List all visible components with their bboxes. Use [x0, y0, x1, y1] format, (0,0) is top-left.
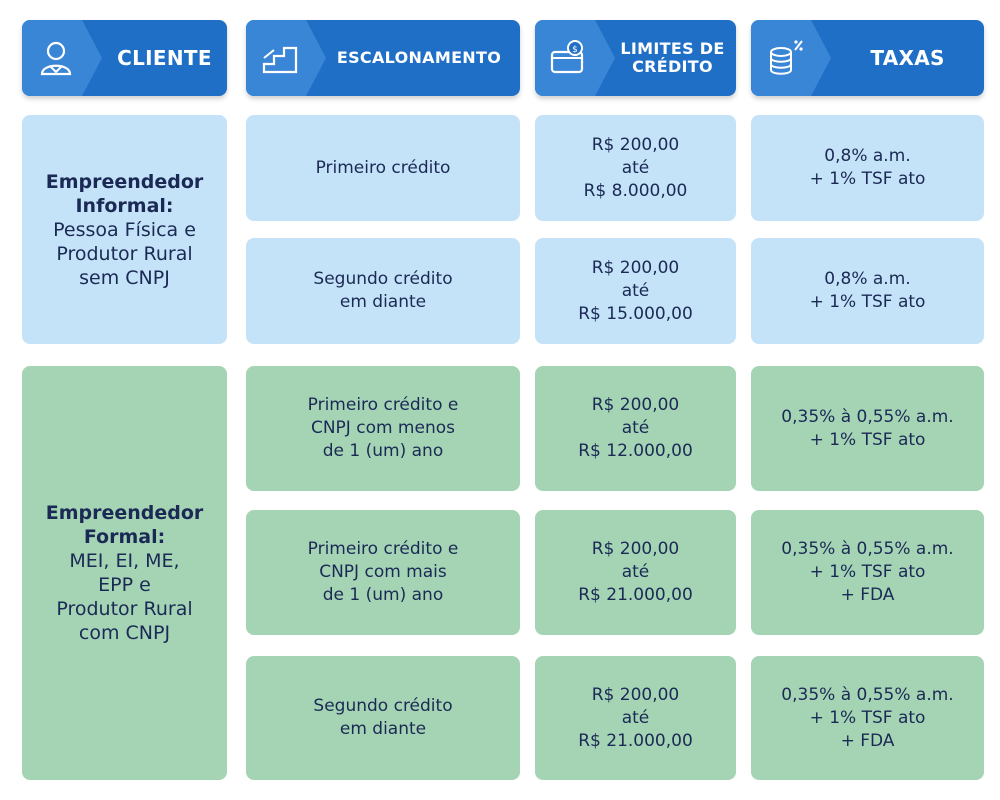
escalonamento-cell: Primeiro crédito [246, 115, 520, 221]
client-formal-desc: MEI, EI, ME, EPP e Produtor Rural com CN… [56, 550, 193, 644]
credit-card-dollar-icon: $ [550, 40, 584, 74]
header-taxas-label: TAXAS [870, 46, 945, 70]
person-icon [40, 41, 72, 76]
header-limites: $ LIMITES DE CRÉDITO [535, 20, 736, 96]
header-limites-label: LIMITES DE CRÉDITO [620, 39, 725, 76]
header-cliente: CLIENTE [22, 20, 227, 96]
taxa-cell: 0,35% à 0,55% a.m. + 1% TSF ato + FDA [751, 510, 984, 635]
svg-text:$: $ [572, 45, 578, 55]
limite-cell: R$ 200,00 até R$ 8.000,00 [535, 115, 736, 221]
escalonamento-cell: Segundo crédito em diante [246, 238, 520, 344]
escalonamento-cell: Primeiro crédito e CNPJ com menos de 1 (… [246, 366, 520, 491]
taxa-cell: 0,8% a.m. + 1% TSF ato [751, 238, 984, 344]
client-informal-title: Empreendedor Informal: [45, 170, 204, 217]
limite-cell: R$ 200,00 até R$ 21.000,00 [535, 510, 736, 635]
client-formal: Empreendedor Formal: MEI, EI, ME, EPP e … [22, 366, 227, 780]
escalonamento-cell: Segundo crédito em diante [246, 656, 520, 780]
taxa-cell: 0,35% à 0,55% a.m. + 1% TSF ato [751, 366, 984, 491]
client-informal: Empreendedor Informal: Pessoa Física e P… [22, 115, 227, 344]
limite-cell: R$ 200,00 até R$ 21.000,00 [535, 656, 736, 780]
client-formal-title: Empreendedor Formal: [45, 502, 204, 548]
header-escalonamento-label: ESCALONAMENTO [336, 48, 502, 68]
header-escalonamento: ESCALONAMENTO [246, 20, 520, 96]
header-taxas: TAXAS [751, 20, 984, 96]
header-cliente-label: CLIENTE [117, 46, 212, 70]
limite-cell: R$ 200,00 até R$ 15.000,00 [535, 238, 736, 344]
header-arrow-shape [22, 20, 102, 96]
coins-percent-icon [770, 40, 803, 75]
taxa-cell: 0,35% à 0,55% a.m. + 1% TSF ato + FDA [751, 656, 984, 780]
escalonamento-cell: Primeiro crédito e CNPJ com mais de 1 (u… [246, 510, 520, 635]
client-informal-desc: Pessoa Física e Produtor Rural sem CNPJ [53, 218, 196, 289]
taxa-cell: 0,8% a.m. + 1% TSF ato [751, 115, 984, 221]
stairs-icon [262, 46, 298, 74]
limite-cell: R$ 200,00 até R$ 12.000,00 [535, 366, 736, 491]
header-arrow-shape [246, 20, 326, 96]
